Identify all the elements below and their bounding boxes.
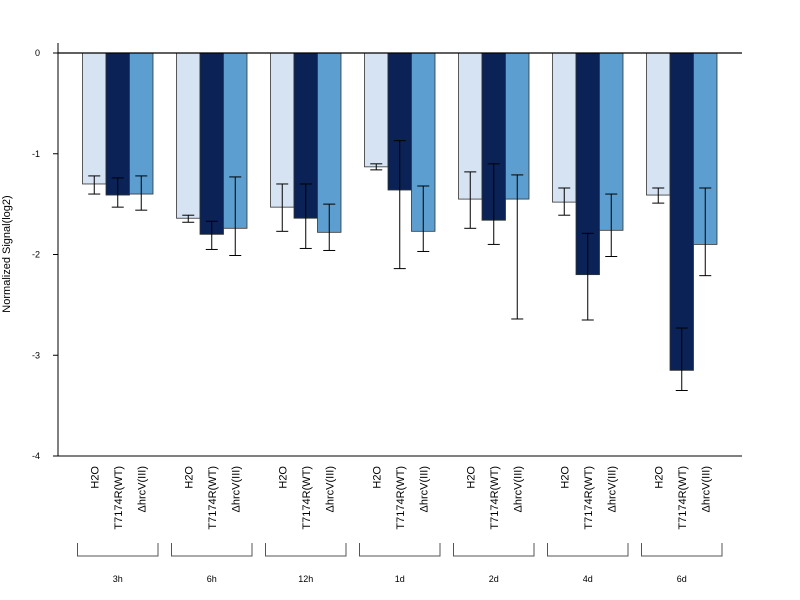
y-tick-label: -4 [32, 451, 40, 461]
x-tick-label: ΔhrcV(III) [324, 466, 336, 512]
x-tick-label: T7174R(WT) [489, 466, 501, 530]
bar [364, 52, 389, 168]
x-tick-label: T7174R(WT) [113, 466, 125, 530]
bar [552, 52, 577, 203]
y-tick-label: -3 [32, 350, 40, 360]
bar [199, 52, 224, 235]
x-tick-label: H2O [559, 466, 571, 489]
y-tick-label: -2 [32, 250, 40, 260]
x-tick-label: H2O [653, 466, 665, 489]
group-label: 1d [395, 574, 405, 584]
y-tick-label: -1 [32, 149, 40, 159]
x-tick-label: ΔhrcV(III) [700, 466, 712, 512]
x-tick-label: ΔhrcV(III) [512, 466, 524, 512]
x-tick-label: ΔhrcV(III) [606, 466, 618, 512]
bar [105, 52, 130, 196]
y-axis-label: Normalized Signal(log2) [1, 195, 13, 312]
group-bracket [359, 543, 441, 557]
x-tick-label: H2O [183, 466, 195, 489]
x-tick-label: T7174R(WT) [301, 466, 313, 530]
bar [82, 52, 107, 185]
x-tick-label: ΔhrcV(III) [418, 466, 430, 512]
x-tick-label: H2O [89, 466, 101, 489]
x-tick-label: H2O [371, 466, 383, 489]
bar [176, 52, 201, 219]
x-tick-label: ΔhrcV(III) [230, 466, 242, 512]
group-bracket [453, 543, 535, 557]
x-tick-label: T7174R(WT) [583, 466, 595, 530]
y-tick-label: 0 [35, 48, 40, 58]
bars [82, 52, 718, 371]
bar [129, 52, 154, 195]
x-tick-label: T7174R(WT) [207, 466, 219, 530]
group-label: 6h [207, 574, 217, 584]
error-bars [88, 140, 712, 392]
x-tick-label: H2O [465, 466, 477, 489]
group-bracket [547, 543, 629, 557]
group-label: 6d [677, 574, 687, 584]
x-tick-labels: H2O T7174R(WT) ΔhrcV(III) H2O T7174R(WT) Δhrc… [89, 466, 712, 530]
group-label: 12h [298, 574, 313, 584]
x-tick-label: ΔhrcV(III) [136, 466, 148, 512]
x-tick-label: T7174R(WT) [677, 466, 689, 530]
group-bracket [265, 543, 347, 557]
x-tick-label: T7174R(WT) [395, 466, 407, 530]
bar [646, 52, 671, 196]
group-label: 4d [583, 574, 593, 584]
bar [669, 52, 694, 371]
group-bracket [77, 543, 159, 557]
group-label: 3h [113, 574, 123, 584]
group-bracket [641, 543, 723, 557]
group-bracket [171, 543, 253, 557]
axes: 0 -1 -2 -3 -4 [32, 43, 742, 461]
group-brackets: 3h 6h 12h 1d 2d 4d 6d [77, 543, 723, 584]
x-tick-label: H2O [277, 466, 289, 489]
group-label: 2d [489, 574, 499, 584]
